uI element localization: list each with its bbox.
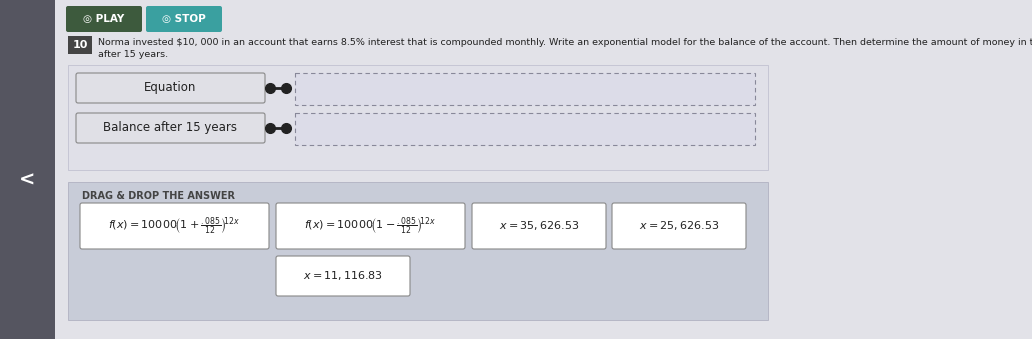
Text: $x=35,626.53$: $x=35,626.53$ xyxy=(498,219,579,233)
FancyBboxPatch shape xyxy=(276,203,465,249)
Text: Balance after 15 years: Balance after 15 years xyxy=(103,121,237,135)
FancyBboxPatch shape xyxy=(612,203,746,249)
Text: <: < xyxy=(19,171,35,190)
FancyBboxPatch shape xyxy=(472,203,606,249)
Bar xyxy=(68,36,92,54)
FancyBboxPatch shape xyxy=(146,6,222,32)
FancyBboxPatch shape xyxy=(76,73,265,103)
FancyBboxPatch shape xyxy=(295,73,755,105)
Text: Norma invested $10, 000 in an account that earns 8.5% interest that is compounde: Norma invested $10, 000 in an account th… xyxy=(98,38,1032,47)
Text: $x=11,116.83$: $x=11,116.83$ xyxy=(303,270,383,282)
Text: $f(x)=10000\!\left(1-\frac{.085}{12}\right)^{\!\!12x}$: $f(x)=10000\!\left(1-\frac{.085}{12}\rig… xyxy=(304,215,437,237)
Bar xyxy=(68,182,768,320)
FancyBboxPatch shape xyxy=(76,113,265,143)
Text: ◎ STOP: ◎ STOP xyxy=(162,14,205,24)
FancyBboxPatch shape xyxy=(80,203,269,249)
Bar xyxy=(0,0,55,339)
Text: DRAG & DROP THE ANSWER: DRAG & DROP THE ANSWER xyxy=(82,191,235,201)
Text: $f(x)=10000\!\left(1+\frac{.085}{12}\right)^{\!\!12x}$: $f(x)=10000\!\left(1+\frac{.085}{12}\rig… xyxy=(108,215,240,237)
Text: after 15 years.: after 15 years. xyxy=(98,50,168,59)
Text: Equation: Equation xyxy=(143,81,196,95)
Text: ◎ PLAY: ◎ PLAY xyxy=(84,14,125,24)
Text: $x=25,626.53$: $x=25,626.53$ xyxy=(639,219,719,233)
Text: 10: 10 xyxy=(72,40,88,50)
Bar xyxy=(68,65,768,170)
FancyBboxPatch shape xyxy=(295,113,755,145)
FancyBboxPatch shape xyxy=(276,256,410,296)
FancyBboxPatch shape xyxy=(66,6,142,32)
